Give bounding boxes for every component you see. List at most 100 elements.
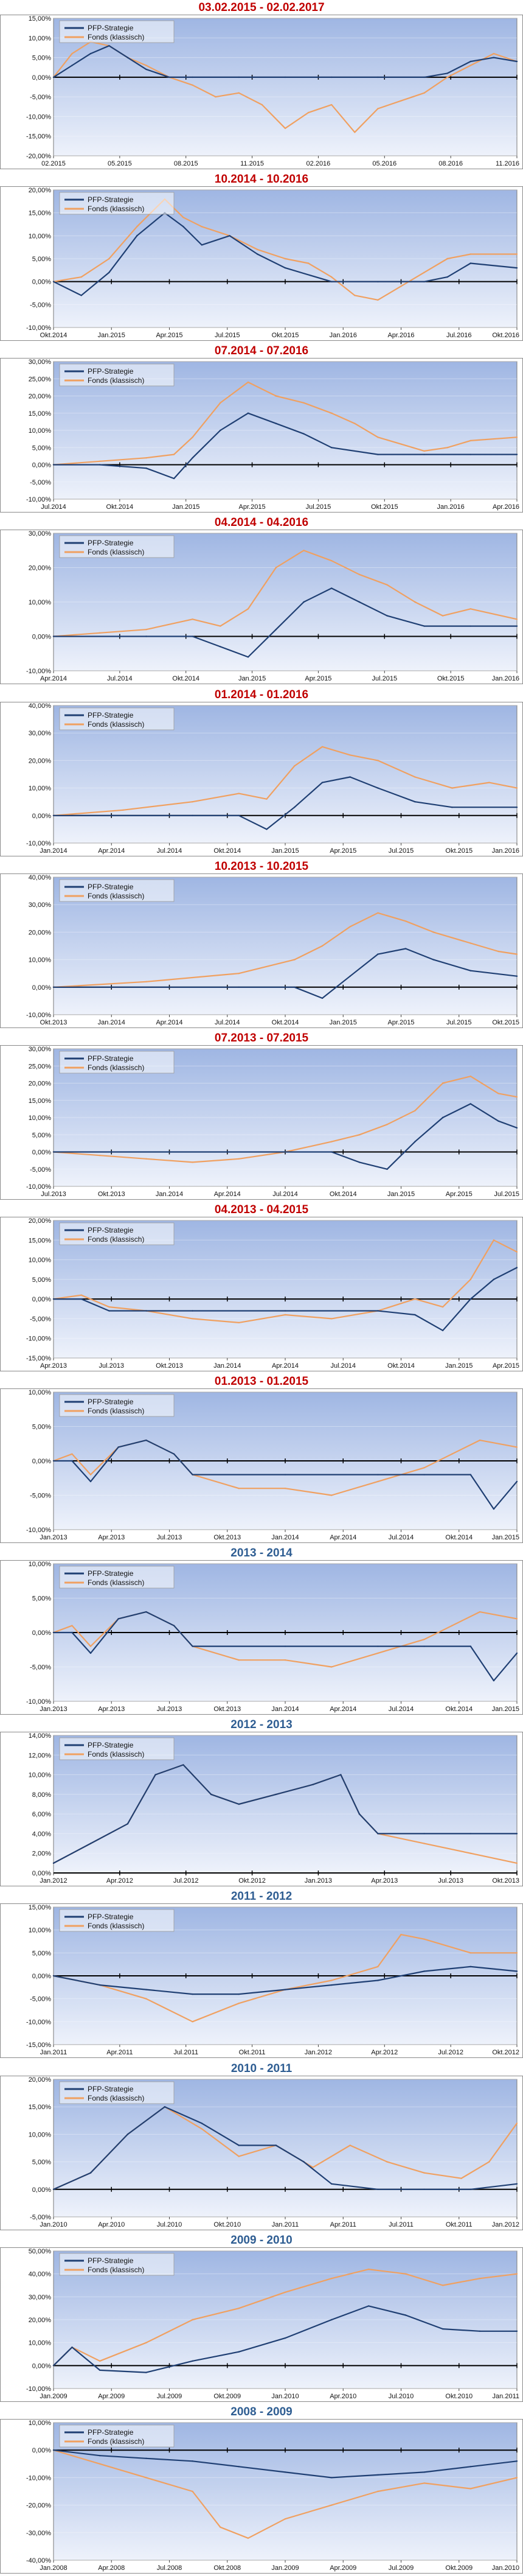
data-point xyxy=(516,618,518,620)
x-tick-label: Apr.2008 xyxy=(98,2564,125,2572)
data-point xyxy=(238,1488,240,1489)
y-tick-label: -5,00% xyxy=(30,1315,51,1323)
data-point xyxy=(386,584,388,586)
y-tick-label: 30,00% xyxy=(29,901,52,909)
data-point xyxy=(192,76,193,79)
chart-panel: 07.2014 - 07.2016 30,00% 25,00% 20,00% 15,00… xyxy=(0,343,523,515)
data-point xyxy=(493,1679,495,1682)
data-point xyxy=(377,1480,379,1483)
y-tick-label: 10,00% xyxy=(29,233,52,240)
data-point xyxy=(247,656,249,658)
legend xyxy=(59,363,175,387)
data-point xyxy=(275,629,277,631)
data-point xyxy=(284,1659,286,1661)
data-point xyxy=(423,453,425,455)
data-point xyxy=(331,2504,333,2506)
data-point xyxy=(173,1625,175,1626)
data-point xyxy=(349,776,351,778)
y-tick-label: 10,00% xyxy=(29,427,52,435)
x-tick-label: Jan.2016 xyxy=(492,675,519,682)
y-tick-label: -10,00% xyxy=(26,1527,51,1534)
data-point xyxy=(377,760,379,761)
data-point xyxy=(238,986,240,988)
chart-svg: 10,00% 5,00% 0,00% -5,00% -10,00%Jan.2013 Apr… xyxy=(0,1388,523,1543)
data-point xyxy=(377,108,379,110)
data-point xyxy=(516,1480,518,1483)
y-tick-label: -10,00% xyxy=(26,113,51,121)
x-tick-label: Jan.2015 xyxy=(172,503,199,511)
x-tick-label: Jan.2014 xyxy=(213,1362,241,1370)
data-point xyxy=(266,798,268,800)
data-point xyxy=(80,276,82,278)
y-tick-label: 10,00% xyxy=(29,1561,52,1568)
data-point xyxy=(321,782,324,783)
data-point xyxy=(238,2351,240,2353)
x-tick-label: Jul.2012 xyxy=(173,1877,199,1885)
x-tick-label: Jul.2014 xyxy=(157,847,182,855)
data-point xyxy=(479,1439,481,1441)
data-point xyxy=(423,2471,425,2473)
data-point xyxy=(358,573,361,575)
data-point xyxy=(404,948,407,950)
y-tick-label: 0,00% xyxy=(32,2186,51,2194)
y-tick-label: 25,00% xyxy=(29,1063,52,1070)
data-point xyxy=(423,281,425,282)
y-tick-label: 15,00% xyxy=(29,1904,52,1911)
x-tick-label: Jul.2016 xyxy=(446,332,472,339)
data-point xyxy=(331,447,333,449)
y-tick-label: 30,00% xyxy=(29,730,52,737)
data-point xyxy=(516,1952,518,1954)
x-tick-label: Jul.2011 xyxy=(173,2049,198,2056)
data-point xyxy=(516,453,518,455)
data-point xyxy=(303,433,305,435)
chart-title: 04.2014 - 04.2016 xyxy=(214,516,309,529)
x-tick-label: Jul.2014 xyxy=(272,1191,298,1198)
x-tick-label: Okt.2015 xyxy=(437,675,465,682)
data-point xyxy=(284,1645,286,1647)
data-point xyxy=(145,457,147,459)
y-tick-label: -30,00% xyxy=(26,2530,51,2537)
x-tick-label: Apr.2014 xyxy=(330,1534,356,1541)
x-tick-label: Jan.2015 xyxy=(492,1534,519,1541)
data-point xyxy=(294,807,296,808)
legend xyxy=(59,1909,175,1932)
y-tick-label: 15,00% xyxy=(29,2104,52,2111)
data-point xyxy=(377,1652,379,1654)
y-tick-label: 10,00% xyxy=(29,2131,52,2138)
data-point xyxy=(108,45,110,47)
y-tick-label: 25,00% xyxy=(29,376,52,383)
x-tick-label: Okt.2015 xyxy=(492,1019,519,1026)
data-point xyxy=(354,422,356,424)
data-point xyxy=(469,1298,471,1300)
data-point xyxy=(469,1076,471,1077)
legend-label: Fonds (klassisch) xyxy=(88,1750,144,1759)
data-point xyxy=(423,450,425,452)
x-tick-label: Apr.2013 xyxy=(371,1877,398,1885)
x-tick-label: Jan.2009 xyxy=(40,2393,67,2400)
x-tick-label: Apr.2013 xyxy=(98,1706,125,1713)
data-point xyxy=(423,1843,425,1844)
data-point xyxy=(266,828,268,830)
data-point xyxy=(331,2278,333,2280)
legend xyxy=(59,707,175,730)
data-point xyxy=(52,2449,55,2451)
x-tick-label: Jul.2013 xyxy=(99,1362,124,1370)
data-point xyxy=(479,2278,481,2280)
data-point xyxy=(303,2161,305,2163)
data-point xyxy=(108,1310,110,1312)
legend-label: Fonds (klassisch) xyxy=(88,1063,144,1072)
x-tick-label: Okt.2009 xyxy=(213,2393,241,2400)
x-tick-label: 02.2016 xyxy=(307,160,331,167)
data-point xyxy=(423,1467,425,1469)
data-point xyxy=(238,92,240,94)
x-tick-label: Jan.2008 xyxy=(40,2564,67,2572)
data-point xyxy=(488,782,490,783)
x-tick-label: 11.2016 xyxy=(496,160,519,167)
x-tick-label: Apr.2012 xyxy=(371,2049,398,2056)
legend-label: Fonds (klassisch) xyxy=(88,2266,144,2274)
x-tick-label: Okt.2014 xyxy=(40,332,68,339)
data-point xyxy=(192,1310,193,1312)
x-tick-label: Jul.2014 xyxy=(389,1706,414,1713)
data-point xyxy=(493,1239,495,1241)
data-point xyxy=(331,412,333,414)
